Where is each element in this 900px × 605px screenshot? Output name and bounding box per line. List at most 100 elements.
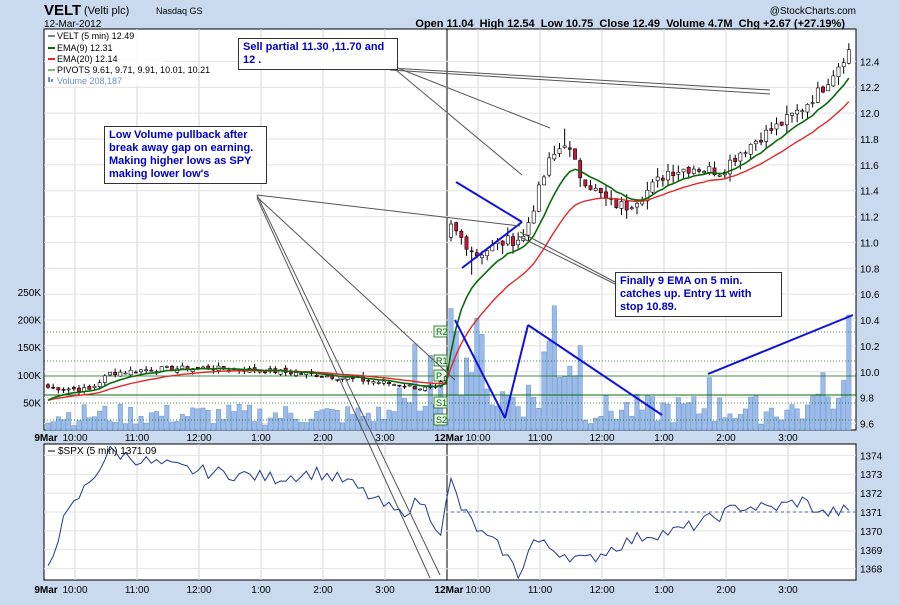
- volume-bar: [293, 418, 299, 431]
- volume-bar: [45, 422, 51, 431]
- price-tick-label: 11.4: [860, 187, 879, 198]
- price-tick-label: 11.2: [860, 213, 879, 224]
- volume-bar: [758, 423, 764, 431]
- volume-bar: [768, 407, 774, 431]
- spx-tick-label: 1373: [860, 470, 883, 481]
- volume-bar: [143, 422, 149, 431]
- candle-body: [51, 386, 56, 389]
- candle-body: [831, 75, 836, 87]
- ema-lines: [47, 77, 850, 402]
- volume-bar: [639, 409, 645, 431]
- candle-body: [779, 121, 784, 126]
- volume-bar: [846, 314, 852, 431]
- candle-body: [464, 236, 469, 250]
- candle-body: [562, 145, 567, 148]
- time-axis-price: 9Mar 10:00 11:00 12:00 1:00 2:00 3:00 12Mar 10:0…: [34, 433, 798, 444]
- price-axis: 9.6 9.8 10.0 10.2 10.4 10.6 10.8 11.0 11.2 11.4 11…: [860, 57, 880, 430]
- volume-bar: [825, 396, 831, 431]
- candle-body: [805, 104, 810, 113]
- volume-bar: [112, 422, 118, 431]
- volume-bar: [427, 355, 433, 431]
- volume-bar: [81, 404, 87, 431]
- volume-bar: [691, 396, 697, 431]
- volume-bar: [495, 405, 500, 431]
- time-tick-label: 11:00: [528, 433, 553, 444]
- volume-bar: [820, 372, 826, 431]
- candle-body: [71, 387, 76, 390]
- candle-body: [128, 369, 133, 376]
- volume-bar: [272, 412, 278, 431]
- volume-bar: [365, 412, 371, 431]
- candle-body: [319, 376, 324, 378]
- candle-body: [821, 86, 825, 93]
- volume-bar: [164, 405, 170, 431]
- volume-bar: [588, 423, 593, 431]
- time-tick-label: 9Mar: [34, 585, 57, 596]
- callout-connector: [519, 231, 616, 283]
- time-tick-label: 3:00: [375, 585, 395, 596]
- volume-bar: [779, 419, 785, 431]
- time-tick-label: 10:00: [62, 433, 87, 444]
- volume-bar: [717, 397, 723, 431]
- spx-tick-label: 1371: [860, 508, 883, 519]
- spx-axis: 1374 1373 1372 1371 1370 1369 1368: [860, 451, 883, 575]
- volume-bar: [71, 425, 77, 431]
- spx-tick-label: 1374: [860, 451, 883, 462]
- candle-body: [97, 382, 102, 387]
- candle-body: [159, 366, 164, 372]
- time-tick-label: 10:00: [465, 433, 490, 444]
- volume-bar: [458, 394, 464, 431]
- candle-body: [108, 371, 112, 376]
- volume-bar: [340, 422, 345, 431]
- volume-bar: [603, 395, 609, 431]
- candle-body: [423, 386, 428, 391]
- pivot-tag: [433, 413, 448, 426]
- candle-body: [743, 152, 748, 154]
- volume-bar: [159, 415, 165, 431]
- callout-lines: [256, 64, 771, 579]
- candle-body: [542, 176, 546, 186]
- candle-body: [500, 240, 505, 246]
- candle-body: [697, 169, 701, 172]
- volume-bar: [706, 377, 712, 431]
- volume-bar: [407, 402, 413, 431]
- volume-bar: [288, 412, 294, 431]
- candle-body: [604, 191, 608, 198]
- price-tick-label: 11.8: [860, 135, 879, 146]
- price-tick-label: 12.0: [860, 109, 880, 120]
- volume-bar: [696, 413, 702, 431]
- candle-body: [707, 166, 712, 173]
- volume-bar: [324, 408, 330, 431]
- spx-tick-label: 1372: [860, 489, 883, 500]
- volume-bar: [402, 398, 407, 431]
- candle-body: [552, 154, 557, 160]
- candle-body: [717, 174, 722, 177]
- price-tick-label: 9.6: [860, 420, 874, 431]
- volume-bar: [660, 402, 666, 431]
- candle-body: [841, 62, 846, 68]
- volume-bar: [107, 420, 113, 431]
- volume-bar: [629, 415, 635, 431]
- candle-body: [66, 388, 71, 391]
- volume-bar: [314, 411, 320, 431]
- volume-bar: [102, 406, 108, 431]
- candle-body: [387, 382, 391, 384]
- candle-body: [686, 166, 691, 174]
- callout-connector: [256, 194, 441, 576]
- volume-bar: [557, 377, 562, 431]
- volume-bar: [117, 403, 123, 431]
- candle-body: [800, 110, 805, 113]
- volume-bar: [841, 380, 847, 431]
- volume-bar: [701, 408, 707, 431]
- candle-body: [402, 385, 407, 388]
- volume-bar: [133, 423, 139, 431]
- volume-bar: [541, 351, 547, 431]
- volume-trendline: [527, 324, 663, 416]
- callout-connector: [517, 235, 616, 285]
- candle-body: [314, 375, 319, 377]
- candle-body: [118, 371, 123, 377]
- time-tick-label: 11:00: [125, 433, 150, 444]
- volume-bar: [469, 372, 475, 431]
- spx-label: $SPX (5 min) 1371.09: [58, 446, 157, 457]
- candle-body: [139, 369, 143, 373]
